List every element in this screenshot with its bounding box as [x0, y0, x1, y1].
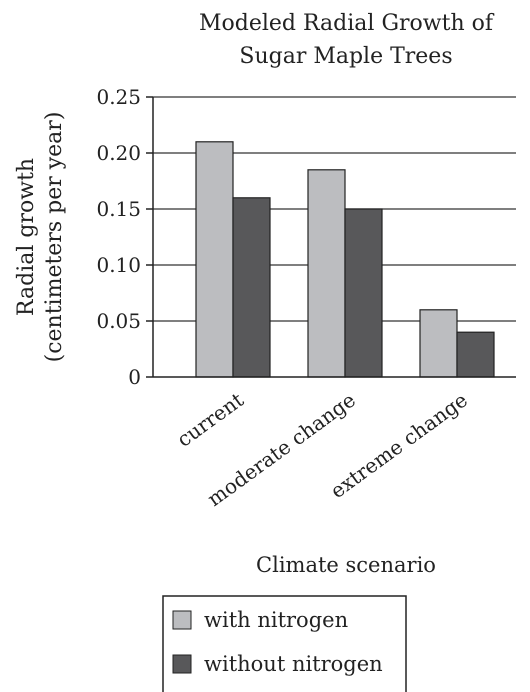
legend-swatch-without-nitrogen	[172, 654, 192, 674]
chart-title-line-2: Sugar Maple Trees	[239, 44, 452, 69]
bar-without-nitrogen-extreme-change	[456, 331, 495, 378]
axes	[146, 96, 516, 378]
chart-title-line-1: Modeled Radial Growth of	[199, 11, 495, 36]
y-axis-label-line-1: Radial growth	[14, 158, 39, 316]
y-tick-label: 0.10	[96, 253, 141, 277]
legend-label-without-nitrogen: without nitrogen	[204, 652, 383, 676]
legend-box	[162, 595, 407, 692]
bars	[195, 141, 495, 378]
legend-label-with-nitrogen: with nitrogen	[204, 608, 348, 632]
y-tick-label: 0.25	[96, 85, 141, 109]
y-tick-labels: 0 0.05 0.10 0.15 0.20 0.25	[96, 85, 141, 389]
bar-with-nitrogen-extreme-change	[419, 309, 458, 378]
y-axis-label: Radial growth (centimeters per year)	[14, 112, 67, 363]
legend-swatch-with-nitrogen	[172, 610, 192, 630]
legend: with nitrogen without nitrogen	[162, 595, 407, 692]
bar-without-nitrogen-moderate-change	[344, 208, 383, 378]
y-tick-label: 0.15	[96, 197, 141, 221]
bar-with-nitrogen-current	[195, 141, 234, 378]
y-tick-label: 0.05	[96, 309, 141, 333]
x-axis-label: Climate scenario	[256, 553, 436, 577]
bar-without-nitrogen-current	[232, 197, 271, 378]
bar-with-nitrogen-moderate-change	[307, 169, 346, 378]
y-axis-label-line-2: (centimeters per year)	[42, 112, 67, 363]
y-tick-label: 0.20	[96, 141, 141, 165]
y-tick-label: 0	[128, 365, 141, 389]
x-category-label: current	[172, 388, 248, 452]
